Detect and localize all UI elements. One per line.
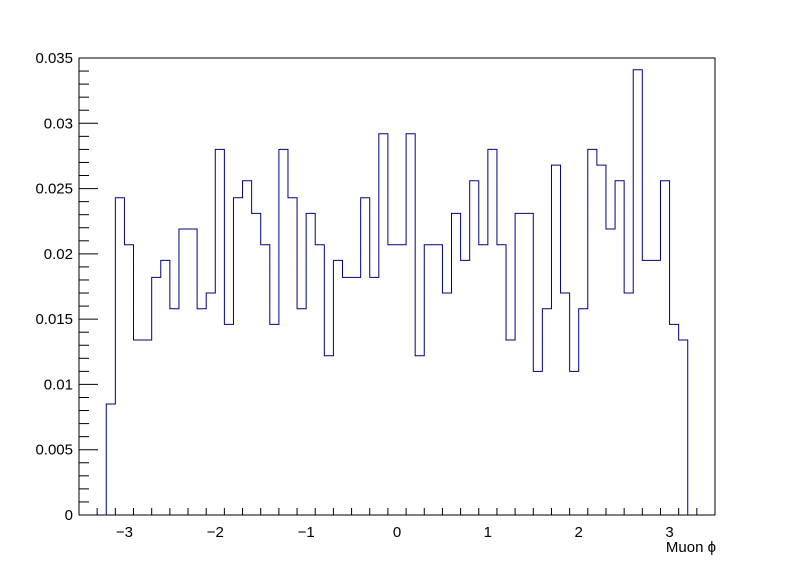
x-tick-label: 3 [665,524,673,541]
y-tick-label: 0.005 [35,442,73,459]
x-tick-label: −1 [298,524,315,541]
plot-frame [78,57,716,516]
y-tick-label: 0.01 [44,376,73,393]
x-axis: −3 −2 −1 0 1 2 3 [78,508,716,541]
y-tick-label: 0.02 [44,246,73,263]
y-tick-label: 0.035 [35,50,73,67]
y-axis: 0 0.005 0.01 0.015 0.02 0.025 0.03 0.035 [35,50,98,524]
x-tick-label: −2 [207,524,224,541]
y-tick-label: 0.025 [35,181,73,198]
x-tick-label: −3 [116,524,133,541]
x-axis-title: Muon ϕ [666,539,716,556]
y-tick-label: 0.015 [35,311,73,328]
y-tick-label: 0.03 [44,115,73,132]
y-tick-label: 0 [65,507,73,524]
x-tick-label: 0 [393,524,401,541]
x-tick-label: 2 [575,524,583,541]
x-tick-label: 1 [484,524,492,541]
histogram-series-line [105,69,689,515]
